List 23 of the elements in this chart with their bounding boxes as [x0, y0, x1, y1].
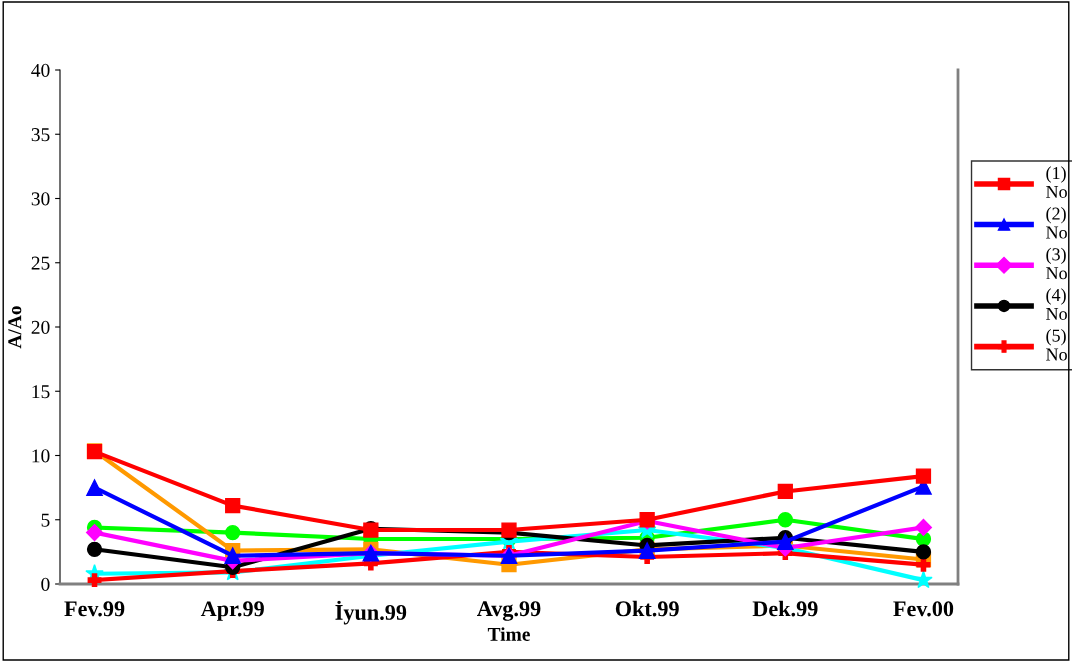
- y-tick-label: 0: [41, 577, 50, 591]
- x-tick-label: Apr.99: [200, 601, 264, 621]
- y-tick-label: 25: [31, 256, 50, 270]
- x-tick-label: Okt.99: [615, 600, 679, 617]
- y-tick-label: 10: [32, 449, 50, 463]
- y-tick-label: 15: [32, 385, 50, 399]
- legend-label: (3) No: [1046, 247, 1067, 280]
- legend-label: (5) No: [1046, 329, 1067, 361]
- legend-label: (2) No: [1046, 207, 1067, 239]
- x-axis-title: Time: [487, 627, 530, 641]
- y-tick-label: 5: [41, 513, 50, 527]
- x-tick-label: İyun.99: [335, 600, 407, 625]
- x-tick-label: Dek.99: [752, 600, 818, 617]
- legend-label: (4) No: [1046, 288, 1067, 320]
- x-tick-label: Fev.99: [64, 601, 125, 617]
- y-tick-label: 35: [31, 128, 50, 142]
- y-tick-label: 30: [31, 192, 50, 206]
- y-axis-title: A/Ao: [8, 306, 22, 349]
- legend-label: (1) No: [1046, 166, 1067, 198]
- x-tick-label: Fev.00: [893, 601, 954, 617]
- y-tick-label: 40: [31, 63, 50, 77]
- x-tick-label: Avg.99: [477, 601, 541, 621]
- y-tick-label: 20: [31, 320, 50, 334]
